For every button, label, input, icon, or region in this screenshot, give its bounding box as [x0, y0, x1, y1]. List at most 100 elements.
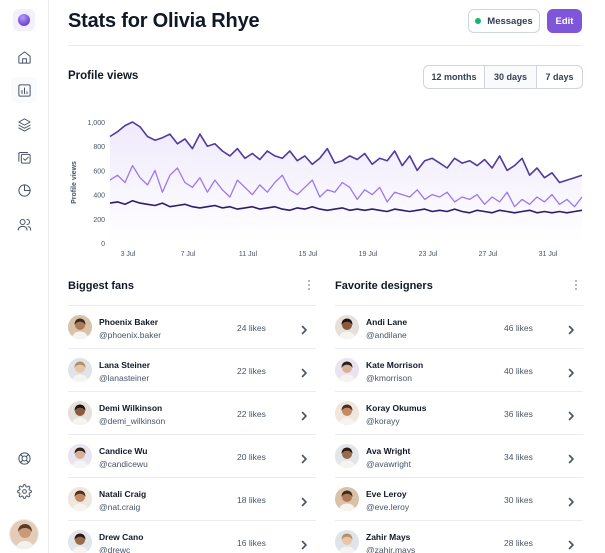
chevron-right-icon[interactable] [566, 494, 576, 507]
favorite-designers-list: Andi Lane @andilane 46 likes Kate Morrison @… [335, 305, 583, 553]
fan-row[interactable]: Drew Cano @drewc 16 likes [68, 520, 316, 553]
fan-row[interactable]: Phoenix Baker @phoenix.baker 24 likes [68, 305, 316, 348]
designer-likes: 30 likes [504, 495, 533, 505]
chevron-right-icon[interactable] [566, 537, 576, 550]
user-avatar[interactable] [9, 519, 39, 549]
designer-handle: @zahir.mays [366, 545, 416, 553]
chevron-right-icon[interactable] [566, 365, 576, 378]
users-icon [17, 218, 31, 231]
fan-name: Candice Wu [99, 446, 148, 456]
x-tick-label: 11 Jul [239, 251, 258, 258]
chevron-right-icon[interactable] [566, 408, 576, 421]
profile-views-title: Profile views [68, 70, 139, 82]
logo[interactable] [13, 9, 35, 31]
page-title: Stats for Olivia Rhye [68, 10, 260, 32]
fan-name: Natali Craig [99, 489, 147, 499]
nav-tasks[interactable] [11, 144, 37, 170]
designer-handle: @kmorrison [366, 373, 412, 383]
range-12-months[interactable]: 12 months [424, 66, 485, 88]
designer-avatar [335, 487, 359, 511]
favorite-designers-menu-icon[interactable] [571, 279, 581, 291]
nav-users[interactable] [11, 211, 37, 237]
designer-handle: @eve.leroy [366, 502, 410, 512]
chevron-right-icon[interactable] [566, 451, 576, 464]
y-tick-label: 0 [101, 241, 105, 248]
designer-row[interactable]: Kate Morrison @kmorrison 40 likes [335, 348, 583, 391]
chevron-right-icon[interactable] [299, 408, 309, 421]
designer-row[interactable]: Eve Leroy @eve.leroy 30 likes [335, 477, 583, 520]
x-tick-label: 23 Jul [419, 251, 438, 258]
nav-layers[interactable] [11, 111, 37, 137]
fan-avatar [68, 358, 92, 382]
designer-name: Ava Wright [366, 446, 411, 456]
fan-likes: 18 likes [237, 495, 266, 505]
designer-likes: 36 likes [504, 409, 533, 419]
header-divider [68, 45, 582, 46]
nav-home[interactable] [11, 44, 37, 70]
chevron-right-icon[interactable] [299, 322, 309, 335]
check-square-icon [17, 151, 31, 164]
designer-avatar [335, 401, 359, 425]
fan-name: Demi Wilkinson [99, 403, 163, 413]
fan-likes: 24 likes [237, 323, 266, 333]
series-area [110, 122, 582, 243]
chevron-right-icon[interactable] [299, 365, 309, 378]
y-tick-label: 600 [93, 168, 105, 175]
designer-handle: @avawright [366, 459, 412, 469]
messages-button[interactable]: Messages [468, 9, 540, 33]
y-tick-label: 200 [93, 217, 105, 224]
fan-handle: @phoenix.baker [99, 330, 162, 340]
designer-likes: 46 likes [504, 323, 533, 333]
fan-handle: @demi_wilkinson [99, 416, 166, 426]
chevron-right-icon[interactable] [566, 322, 576, 335]
designer-handle: @andilane [366, 330, 407, 340]
range-selector: 12 months 30 days 7 days [423, 65, 583, 89]
fan-row[interactable]: Natali Craig @nat.craig 18 likes [68, 477, 316, 520]
fan-handle: @lanasteiner [99, 373, 150, 383]
biggest-fans-menu-icon[interactable] [304, 279, 314, 291]
fan-likes: 20 likes [237, 452, 266, 462]
nav-reports[interactable] [11, 177, 37, 203]
fan-handle: @candicewu [99, 459, 148, 469]
nav-settings[interactable] [11, 478, 37, 504]
x-tick-label: 15 Jul [299, 251, 318, 258]
biggest-fans-title: Biggest fans [68, 280, 135, 292]
designer-likes: 28 likes [504, 538, 533, 548]
designer-handle: @korayy [366, 416, 400, 426]
home-icon [17, 50, 31, 64]
fan-name: Lana Steiner [99, 360, 151, 370]
designer-row[interactable]: Andi Lane @andilane 46 likes [335, 305, 583, 348]
fan-avatar [68, 530, 92, 553]
edit-button[interactable]: Edit [547, 9, 582, 33]
designer-name: Eve Leroy [366, 489, 407, 499]
y-tick-label: 800 [93, 144, 105, 151]
designer-row[interactable]: Koray Okumus @korayy 36 likes [335, 391, 583, 434]
settings-icon [16, 483, 32, 499]
fan-row[interactable]: Lana Steiner @lanasteiner 22 likes [68, 348, 316, 391]
designer-row[interactable]: Zahir Mays @zahir.mays 28 likes [335, 520, 583, 553]
y-tick-label: 1,000 [87, 120, 105, 127]
designer-name: Kate Morrison [366, 360, 424, 370]
chevron-right-icon[interactable] [299, 537, 309, 550]
range-7-days[interactable]: 7 days [545, 72, 574, 82]
x-tick-label: 7 Jul [181, 251, 196, 258]
x-tick-label: 19 Jul [359, 251, 378, 258]
designer-row[interactable]: Ava Wright @avawright 34 likes [335, 434, 583, 477]
nav-support[interactable] [11, 445, 37, 471]
layers-icon [17, 117, 31, 132]
designer-likes: 40 likes [504, 366, 533, 376]
sidebar [0, 0, 49, 553]
designer-avatar [335, 358, 359, 382]
fan-row[interactable]: Demi Wilkinson @demi_wilkinson 22 likes [68, 391, 316, 434]
nav-stats[interactable] [11, 77, 37, 103]
y-axis-label: Profile views [71, 161, 78, 204]
range-30-days[interactable]: 30 days [485, 66, 537, 88]
fan-row[interactable]: Candice Wu @candicewu 20 likes [68, 434, 316, 477]
chevron-right-icon[interactable] [299, 494, 309, 507]
fan-likes: 16 likes [237, 538, 266, 548]
designer-name: Andi Lane [366, 317, 408, 327]
fan-avatar [68, 487, 92, 511]
online-status-dot [475, 18, 482, 24]
chevron-right-icon[interactable] [299, 451, 309, 464]
fan-likes: 22 likes [237, 409, 266, 419]
